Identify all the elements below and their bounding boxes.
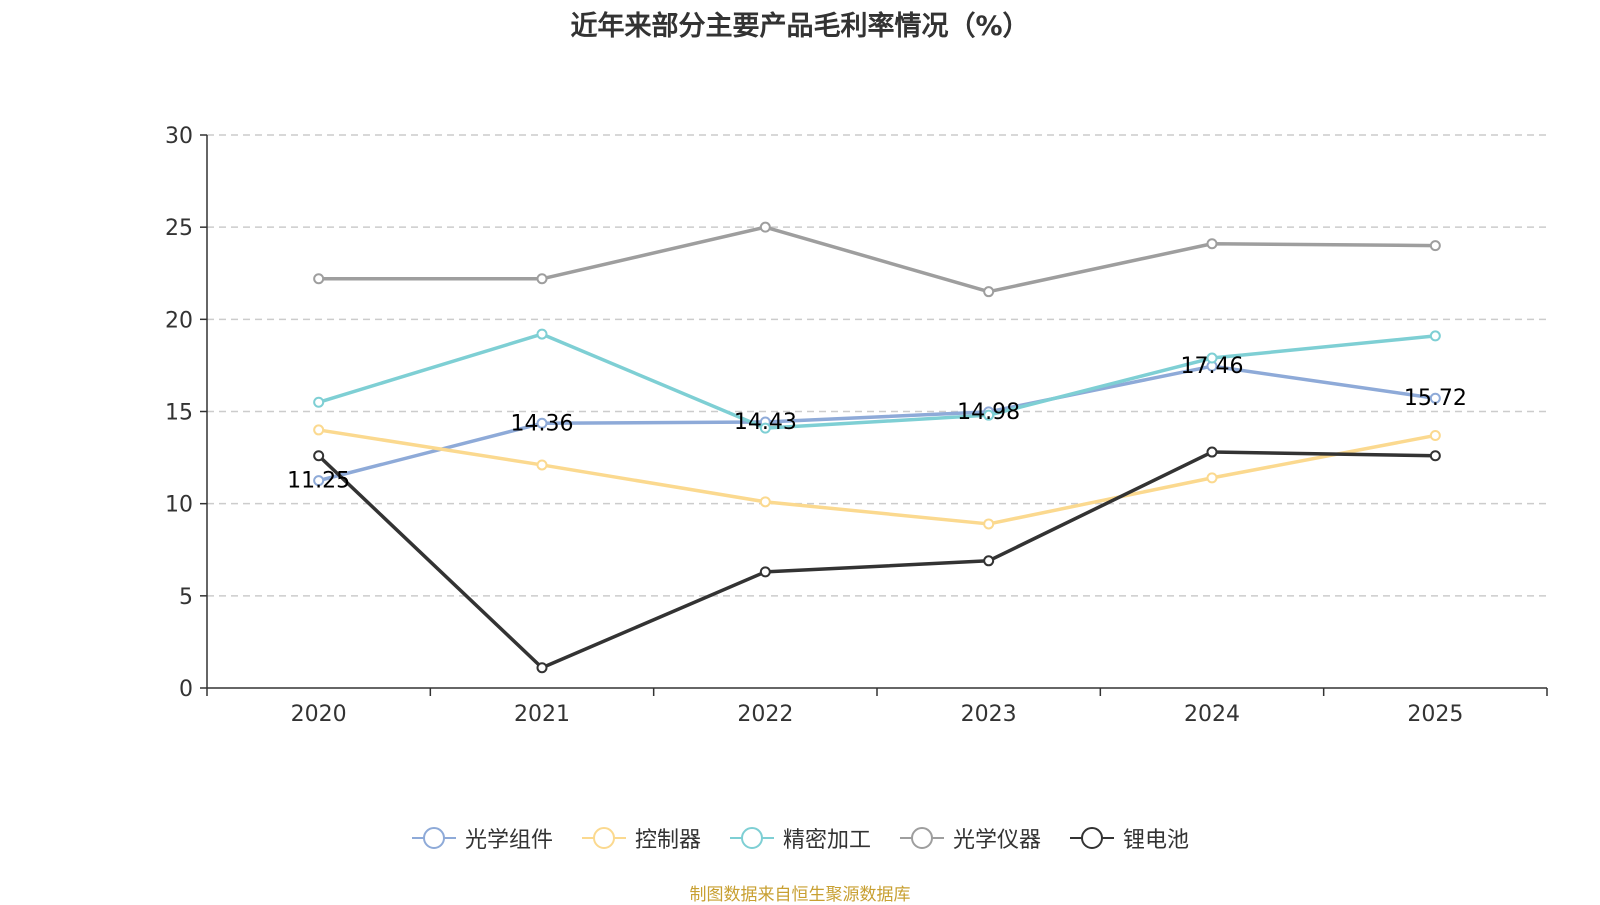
data-label: 14.98 bbox=[957, 400, 1020, 425]
legend-label: 锂电池 bbox=[1123, 828, 1190, 853]
data-point bbox=[536, 328, 548, 340]
data-point bbox=[536, 459, 548, 471]
data-point bbox=[759, 496, 771, 508]
x-tick-label: 2020 bbox=[291, 702, 347, 727]
legend-item-1[interactable]: 光学组件 bbox=[411, 822, 553, 854]
legend-label: 精密加工 bbox=[782, 828, 871, 853]
data-point bbox=[1429, 330, 1441, 342]
data-label: 11.25 bbox=[287, 469, 350, 494]
data-point bbox=[313, 475, 325, 487]
data-point bbox=[1206, 472, 1218, 484]
data-point bbox=[313, 396, 325, 408]
legend-label: 控制器 bbox=[634, 828, 701, 853]
data-point bbox=[983, 286, 995, 298]
data-point bbox=[313, 273, 325, 285]
data-label: 14.36 bbox=[511, 411, 574, 436]
data-point bbox=[313, 424, 325, 436]
legend-line-circle-icon bbox=[411, 827, 456, 849]
data-point bbox=[759, 422, 771, 434]
y-tick-label: 20 bbox=[165, 308, 193, 333]
x-tick-label: 2024 bbox=[1184, 702, 1240, 727]
x-tick-label: 2022 bbox=[737, 702, 793, 727]
y-tick-label: 10 bbox=[165, 493, 193, 518]
y-tick-label: 30 bbox=[165, 124, 193, 149]
data-point bbox=[983, 518, 995, 530]
series-line-4 bbox=[318, 225, 1436, 294]
data-point bbox=[536, 662, 548, 674]
legend-line-circle-icon bbox=[900, 827, 944, 849]
x-tick-label: 2025 bbox=[1407, 702, 1463, 727]
data-label: 14.43 bbox=[734, 410, 797, 435]
data-point bbox=[1429, 392, 1441, 404]
legend-label: 光学组件 bbox=[464, 828, 553, 853]
chart-legend: 光学组件 控制器 精密加工 光学仪器 锂电池 bbox=[0, 822, 1600, 854]
legend-line-circle-icon bbox=[1070, 827, 1115, 849]
data-point bbox=[1429, 240, 1441, 252]
data-point bbox=[983, 555, 995, 567]
data-point bbox=[1206, 238, 1218, 250]
data-label: 17.46 bbox=[1181, 354, 1244, 379]
data-point bbox=[536, 273, 548, 285]
legend-line-circle-icon bbox=[729, 827, 774, 849]
x-tick-label: 2021 bbox=[514, 702, 570, 727]
data-point bbox=[759, 221, 771, 233]
data-point bbox=[759, 566, 771, 578]
legend-item-5[interactable]: 锂电池 bbox=[1069, 822, 1189, 854]
data-point bbox=[1429, 450, 1441, 462]
legend-label: 光学仪器 bbox=[953, 828, 1042, 853]
series-line-5 bbox=[317, 450, 1436, 670]
y-tick-label: 5 bbox=[179, 585, 193, 610]
y-tick-label: 25 bbox=[165, 216, 193, 241]
data-point bbox=[1206, 352, 1218, 364]
y-tick-label: 15 bbox=[165, 401, 193, 426]
data-point bbox=[983, 409, 995, 421]
y-tick-label: 0 bbox=[179, 677, 193, 702]
data-label: 15.72 bbox=[1404, 386, 1467, 411]
legend-item-4[interactable]: 光学仪器 bbox=[899, 822, 1041, 854]
data-point bbox=[1429, 429, 1441, 441]
series-line-1 bbox=[318, 364, 1436, 483]
series-line-2 bbox=[318, 428, 1436, 526]
source-note: 制图数据来自恒生聚源数据库 bbox=[689, 885, 911, 905]
chart-title: 近年来部分主要产品毛利率情况（%） bbox=[570, 11, 1030, 42]
legend-item-2[interactable]: 控制器 bbox=[581, 822, 701, 854]
data-point bbox=[536, 417, 548, 429]
legend-line-circle-icon bbox=[581, 827, 626, 849]
data-point bbox=[313, 450, 325, 462]
legend-item-3[interactable]: 精密加工 bbox=[729, 822, 871, 854]
series-line-3 bbox=[318, 332, 1436, 430]
x-tick-label: 2023 bbox=[961, 702, 1017, 727]
data-point bbox=[1206, 446, 1218, 458]
